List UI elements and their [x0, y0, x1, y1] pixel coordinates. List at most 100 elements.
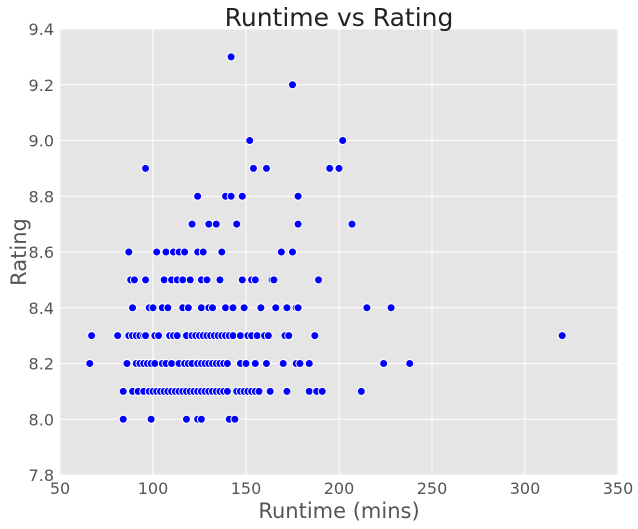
data-point — [237, 191, 247, 201]
x-tick-label: 300 — [510, 479, 541, 498]
data-point — [304, 386, 314, 396]
data-point — [85, 359, 95, 368]
data-point — [204, 219, 214, 229]
data-point — [325, 163, 335, 173]
data-point — [241, 359, 251, 368]
data-point — [250, 359, 260, 368]
data-point — [167, 359, 177, 368]
data-point — [163, 303, 173, 313]
data-point — [122, 359, 132, 368]
data-point — [293, 303, 303, 313]
data-point — [183, 303, 193, 313]
data-point — [405, 359, 415, 368]
data-point — [252, 331, 262, 341]
y-tick-label: 8.4 — [29, 299, 54, 318]
data-point — [356, 386, 366, 396]
data-point — [235, 331, 245, 341]
data-point — [228, 303, 238, 313]
data-point — [237, 275, 247, 285]
data-point — [338, 136, 348, 145]
x-tick-label: 350 — [603, 479, 634, 498]
data-point — [232, 219, 242, 229]
data-point — [226, 191, 236, 201]
data-point — [128, 303, 138, 313]
data-point — [221, 303, 231, 313]
data-point — [261, 359, 271, 368]
data-point — [222, 359, 232, 368]
data-point — [284, 331, 294, 341]
data-point — [217, 247, 227, 257]
data-point — [185, 275, 195, 285]
data-point — [230, 414, 240, 424]
data-points — [85, 52, 567, 424]
data-point — [150, 359, 160, 368]
y-tick-label: 9.4 — [29, 20, 54, 39]
data-point — [250, 275, 260, 285]
data-point — [276, 247, 286, 257]
data-point — [362, 303, 372, 313]
x-tick-labels: 50 100 150 200 250 300 350 — [50, 479, 633, 498]
data-point — [141, 331, 151, 341]
x-tick-label: 50 — [50, 479, 70, 498]
data-point — [271, 303, 281, 313]
y-tick-label: 9.0 — [29, 132, 54, 151]
data-point — [228, 331, 238, 341]
data-point — [141, 163, 151, 173]
data-point — [198, 247, 208, 257]
y-tick-label: 7.8 — [29, 466, 54, 485]
data-point — [196, 303, 206, 313]
data-point — [254, 386, 264, 396]
data-point — [557, 331, 567, 341]
data-point — [239, 303, 249, 313]
data-point — [282, 303, 292, 313]
x-tick-label: 250 — [417, 479, 448, 498]
data-point — [295, 359, 305, 368]
data-point — [334, 163, 344, 173]
data-point — [161, 247, 171, 257]
data-point — [293, 219, 303, 229]
data-point — [124, 247, 134, 257]
x-axis-label: Runtime (mins) — [258, 499, 419, 523]
data-point — [278, 359, 288, 368]
data-point — [202, 275, 212, 285]
data-point — [282, 386, 292, 396]
data-point — [113, 331, 123, 341]
data-point — [87, 331, 97, 341]
data-point — [129, 275, 139, 285]
x-tick-label: 100 — [138, 479, 169, 498]
data-point — [248, 163, 258, 173]
data-point — [347, 219, 357, 229]
data-point — [314, 275, 324, 285]
data-point — [226, 52, 236, 62]
data-point — [288, 247, 297, 257]
data-point — [293, 191, 303, 201]
data-point — [310, 331, 320, 341]
data-point — [172, 331, 182, 341]
y-tick-label: 9.2 — [29, 76, 54, 95]
data-point — [215, 275, 225, 285]
data-point — [386, 303, 396, 313]
data-point — [118, 386, 128, 396]
data-point — [211, 219, 221, 229]
data-point — [193, 191, 203, 201]
data-point — [187, 219, 197, 229]
chart-title: Runtime vs Rating — [225, 3, 454, 32]
data-point — [261, 163, 271, 173]
data-point — [317, 386, 327, 396]
data-point — [180, 247, 190, 257]
data-point — [222, 386, 232, 396]
data-point — [178, 275, 188, 285]
data-point — [148, 303, 158, 313]
data-point — [265, 386, 275, 396]
y-tick-label: 8.6 — [29, 243, 54, 262]
y-tick-label: 8.8 — [29, 187, 54, 206]
data-point — [196, 414, 206, 424]
data-point — [152, 247, 162, 257]
data-point — [269, 275, 279, 285]
y-tick-labels: 7.8 8.0 8.2 8.4 8.6 8.8 9.0 9.2 9.4 — [29, 20, 54, 485]
data-point — [118, 414, 128, 424]
data-point — [304, 359, 314, 368]
data-point — [288, 80, 297, 90]
data-point — [208, 303, 218, 313]
